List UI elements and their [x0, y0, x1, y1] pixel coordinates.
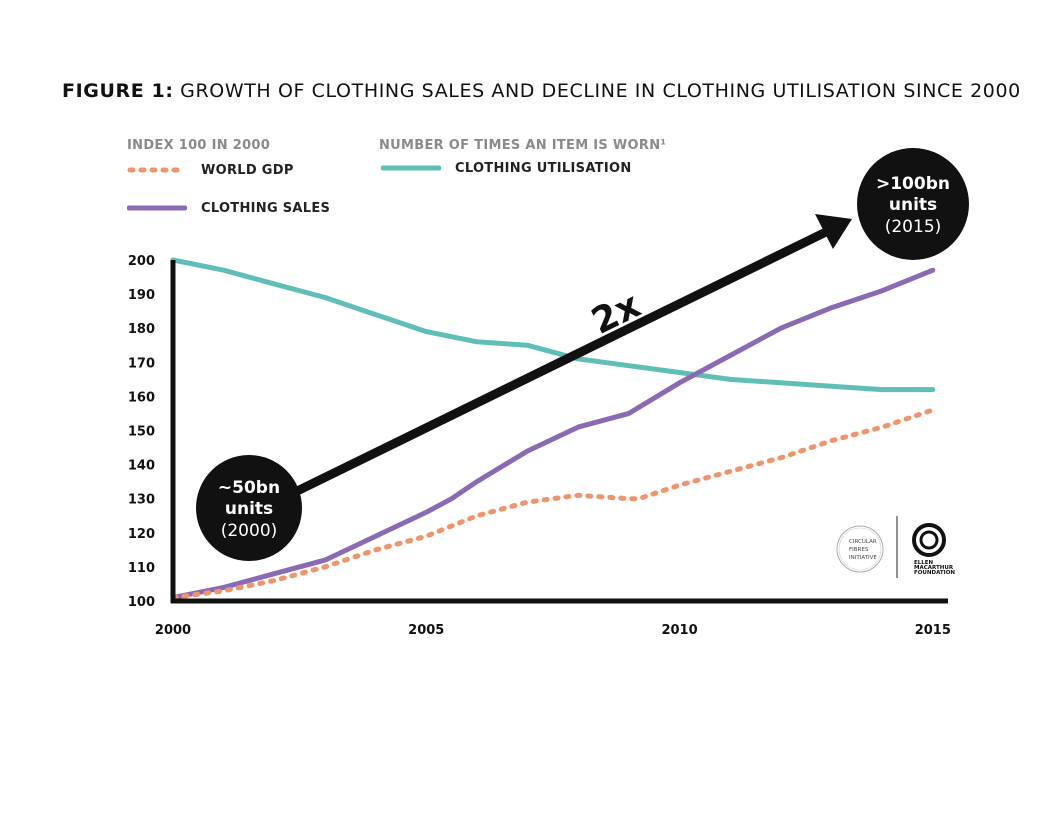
cfi-line-1: CIRCULAR [849, 539, 877, 545]
y-tick-label: 150 [128, 425, 155, 440]
start-bubble-value: ~50bn [218, 478, 280, 498]
y-tick-label: 180 [128, 322, 155, 337]
series-line-world-gdp [170, 407, 936, 601]
x-tick-label: 2000 [155, 623, 191, 638]
ellen-macarthur-logo: ELLEN MACARTHUR FOUNDATION [912, 523, 955, 576]
y-tick-label: 160 [128, 390, 155, 405]
start-bubble-year: (2000) [221, 521, 278, 541]
legend-right-heading: NUMBER OF TIMES AN ITEM IS WORN¹ [379, 138, 667, 153]
legend-item-clothing-sales: CLOTHING SALES [127, 200, 330, 216]
axes [170, 260, 948, 604]
figure-title-text: GROWTH OF CLOTHING SALES AND DECLINE IN … [180, 80, 1021, 102]
emf-ring-inner [919, 530, 939, 550]
y-tick-label: 130 [128, 493, 155, 508]
start-bubble: ~50bn units (2000) [196, 455, 302, 561]
circular-fibres-ring-inner [838, 527, 882, 571]
multiplier-label: 2x [585, 285, 646, 343]
series-line-clothing-utilisation [170, 257, 936, 393]
growth-arrow [283, 214, 852, 502]
growth-arrow-head [815, 214, 852, 249]
y-tick-label: 100 [128, 595, 155, 610]
emf-line-3: FOUNDATION [914, 570, 955, 576]
emf-line-1: ELLEN [914, 560, 934, 566]
end-bubble-year: (2015) [885, 217, 942, 237]
legend-item-clothing-utilisation: CLOTHING UTILISATION [381, 160, 632, 176]
x-tick-label: 2015 [915, 623, 951, 638]
y-tick-label: 140 [128, 459, 155, 474]
end-bubble: >100bn units (2015) [857, 148, 969, 260]
emf-ring-outer [912, 523, 946, 557]
y-tick-label: 110 [128, 561, 155, 576]
figure-title: FIGURE 1: GROWTH OF CLOTHING SALES AND D… [62, 80, 1021, 102]
end-bubble-unit: units [889, 195, 937, 215]
y-tick-label: 170 [128, 356, 155, 371]
legend-swatch-gdp [127, 167, 187, 173]
y-tick-label: 190 [128, 288, 155, 303]
growth-arrow-shaft [283, 225, 832, 502]
x-tick-label: 2005 [408, 623, 444, 638]
y-tick-label: 120 [128, 527, 155, 542]
start-bubble-unit: units [225, 499, 273, 519]
end-bubble-circle [857, 148, 969, 260]
legend-left-heading: INDEX 100 IN 2000 [127, 138, 271, 153]
start-bubble-circle [196, 455, 302, 561]
series-layer [170, 257, 936, 601]
cfi-line-3: INITIATIVE [849, 555, 877, 561]
end-bubble-value: >100bn [876, 174, 950, 194]
circular-fibres-logo: CIRCULAR FIBRES INITIATIVE [836, 525, 884, 573]
legend-item-world-gdp: WORLD GDP [127, 162, 294, 178]
figure-label: FIGURE 1: [62, 80, 174, 102]
legend-swatch-utilisation [381, 165, 441, 171]
series-line-clothing-sales [170, 267, 936, 601]
emf-line-2: MACARTHUR [914, 565, 954, 571]
x-tick-label: 2010 [661, 623, 697, 638]
circular-fibres-ring-outer [836, 525, 884, 573]
legend-swatch-sales [127, 205, 187, 211]
x-axis-ticks: 2000 2005 2010 2015 [155, 623, 951, 638]
y-tick-label: 200 [128, 254, 155, 269]
cfi-line-2: FIBRES [849, 547, 869, 553]
legend-label-gdp: WORLD GDP [201, 162, 294, 178]
legend-label-sales: CLOTHING SALES [201, 200, 331, 216]
legend-label-utilisation: CLOTHING UTILISATION [455, 160, 632, 176]
y-axis-ticks: 100 110 120 130 140 150 160 170 180 190 200 [128, 254, 155, 610]
